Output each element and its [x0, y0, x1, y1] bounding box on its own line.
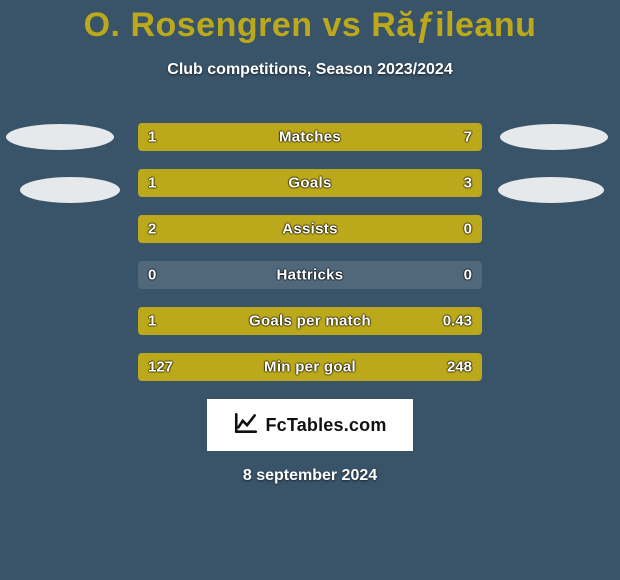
stat-row: 1 7 Matches: [138, 123, 482, 151]
stat-row: 1 0.43 Goals per match: [138, 307, 482, 335]
ellipse-mid-left: [20, 177, 120, 203]
ellipse-top-right: [500, 124, 608, 150]
stat-bar-left: [138, 123, 196, 151]
stat-row: 2 0 Assists: [138, 215, 482, 243]
stat-value-left: 2: [148, 221, 156, 238]
stat-label: Goals per match: [249, 313, 371, 330]
stat-value-left: 0: [148, 267, 156, 284]
stat-value-right: 0.43: [443, 313, 472, 330]
date-label: 8 september 2024: [0, 467, 620, 485]
stat-value-right: 3: [464, 175, 472, 192]
stat-label: Goals: [288, 175, 331, 192]
stat-bar-left: [138, 215, 406, 243]
stat-value-left: 1: [148, 129, 156, 146]
brand-text: FcTables.com: [265, 415, 386, 436]
stat-value-right: 7: [464, 129, 472, 146]
stat-value-right: 248: [447, 359, 472, 376]
stat-row: 1 3 Goals: [138, 169, 482, 197]
chart-icon: [233, 410, 259, 441]
stat-value-left: 1: [148, 175, 156, 192]
stat-value-left: 1: [148, 313, 156, 330]
stat-label: Hattricks: [277, 267, 344, 284]
stat-value-right: 0: [464, 221, 472, 238]
stat-row: 127 248 Min per goal: [138, 353, 482, 381]
ellipse-mid-right: [498, 177, 604, 203]
stat-value-left: 127: [148, 359, 173, 376]
stat-label: Min per goal: [264, 359, 356, 376]
ellipse-top-left: [6, 124, 114, 150]
stat-label: Assists: [282, 221, 337, 238]
stat-label: Matches: [279, 129, 341, 146]
stat-value-right: 0: [464, 267, 472, 284]
subtitle: Club competitions, Season 2023/2024: [0, 61, 620, 79]
stat-bar-right: [214, 169, 482, 197]
page-title: O. Rosengren vs Răƒileanu: [0, 0, 620, 45]
brand-badge[interactable]: FcTables.com: [207, 399, 413, 451]
stat-row: 0 0 Hattricks: [138, 261, 482, 289]
comparison-chart: 1 7 Matches 1 3 Goals 2 0 Assists 0 0 Hattricks 1 0.4…: [138, 123, 482, 381]
